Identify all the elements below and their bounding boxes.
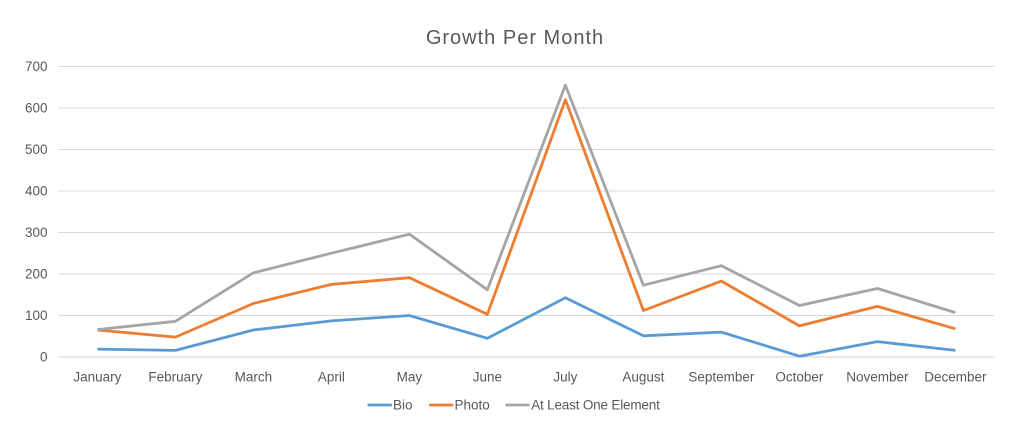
svg-text:June: June xyxy=(473,370,502,385)
svg-text:April: April xyxy=(318,370,345,385)
svg-text:700: 700 xyxy=(25,59,48,74)
svg-text:100: 100 xyxy=(25,308,48,323)
svg-text:Bio: Bio xyxy=(393,398,413,413)
svg-text:500: 500 xyxy=(25,142,48,157)
svg-text:August: August xyxy=(622,370,664,385)
svg-text:Photo: Photo xyxy=(455,398,490,413)
svg-text:July: July xyxy=(553,370,577,385)
svg-text:May: May xyxy=(397,370,423,385)
svg-text:January: January xyxy=(73,370,121,385)
svg-text:0: 0 xyxy=(40,350,48,365)
svg-text:200: 200 xyxy=(25,267,48,282)
svg-text:400: 400 xyxy=(25,184,48,199)
svg-text:September: September xyxy=(688,370,755,385)
svg-text:February: February xyxy=(148,370,202,385)
svg-text:March: March xyxy=(235,370,273,385)
svg-text:Growth Per Month: Growth Per Month xyxy=(426,27,604,49)
svg-text:October: October xyxy=(775,370,824,385)
svg-text:December: December xyxy=(924,370,987,385)
svg-text:November: November xyxy=(846,370,909,385)
svg-text:300: 300 xyxy=(25,225,48,240)
svg-text:At Least One Element: At Least One Element xyxy=(531,398,660,413)
svg-text:600: 600 xyxy=(25,101,48,116)
